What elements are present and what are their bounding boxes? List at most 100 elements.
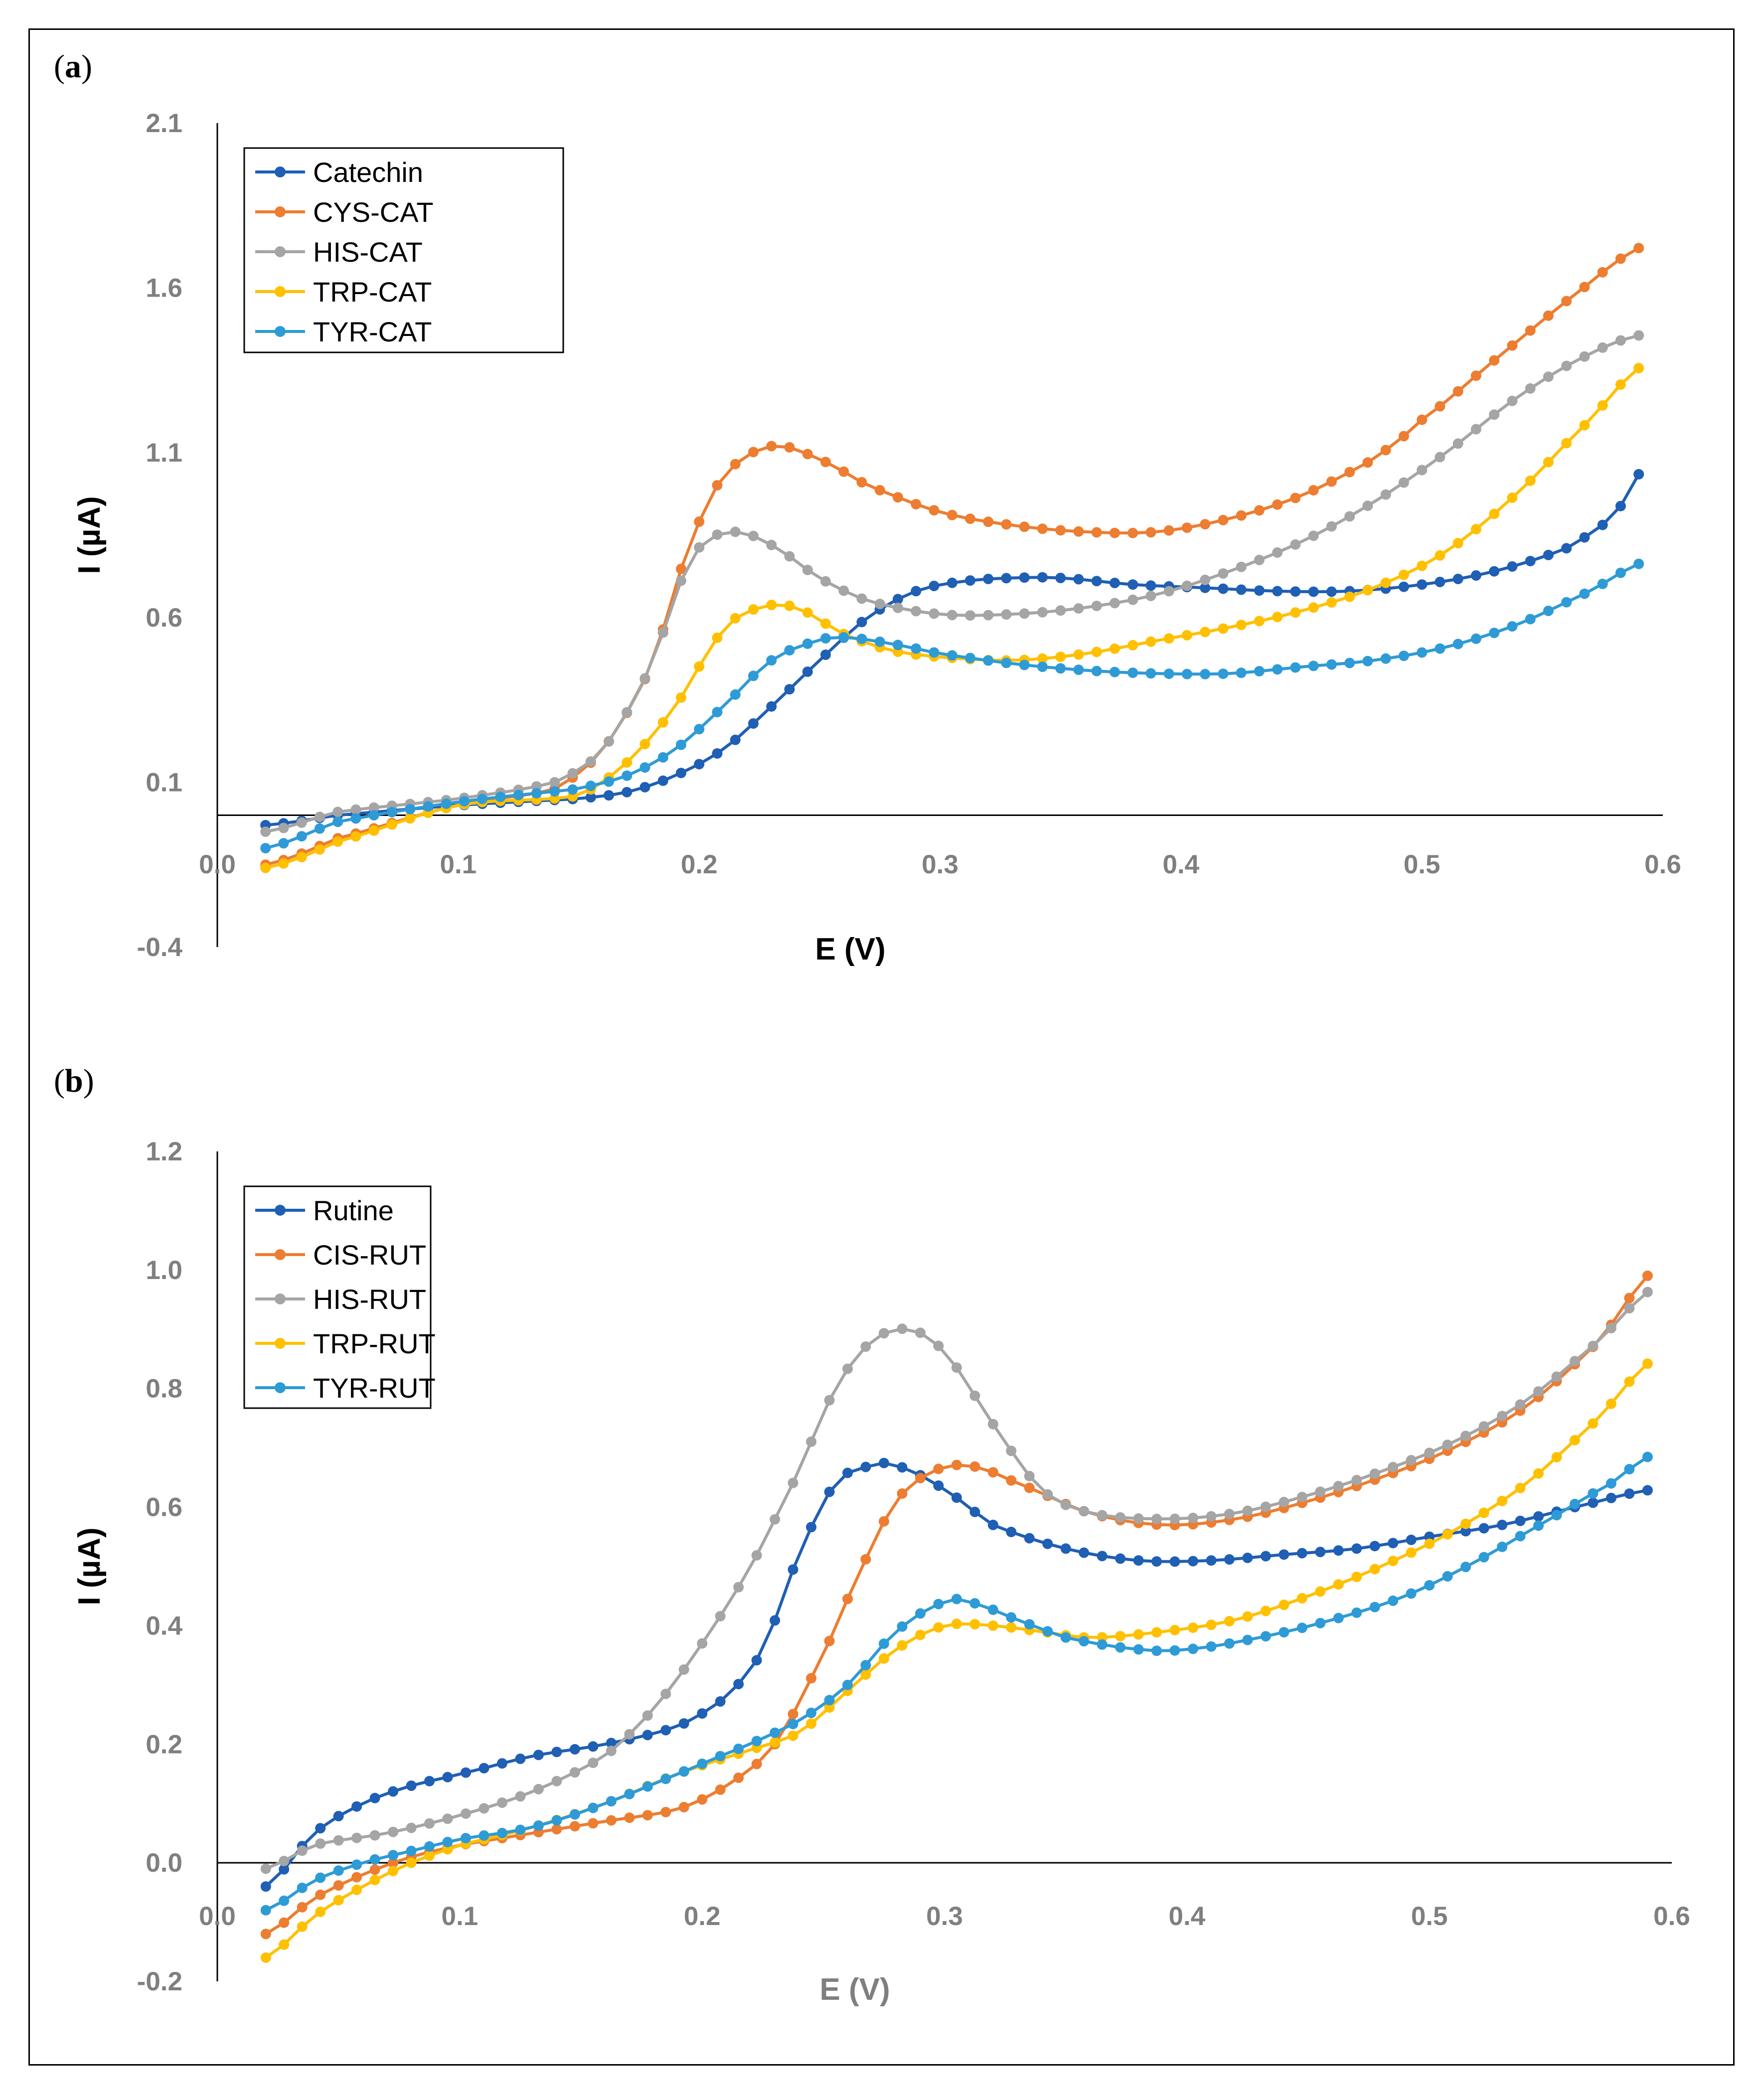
data-point [878,1516,889,1527]
data-point [1579,420,1590,431]
data-point [333,1865,344,1876]
data-point [1388,1461,1399,1472]
data-point [386,806,397,817]
data-point [1001,609,1012,620]
data-point [622,770,633,781]
data-point [1533,1520,1544,1531]
legend-label: CIS-RUT [313,1239,426,1271]
data-point [1369,1541,1380,1552]
data-point [1055,651,1066,662]
data-point [983,574,994,584]
data-point [1236,620,1247,631]
y-tick-label: 0.6 [146,1493,182,1522]
data-point [1055,525,1066,536]
data-point [424,1775,435,1786]
data-point [388,1826,399,1837]
data-point [1326,476,1337,487]
data-point [929,505,940,516]
data-point [1037,607,1048,618]
data-point [1109,527,1120,538]
series-TYR-RUT [260,1451,1653,1916]
data-point [1019,608,1030,619]
legend-marker [275,326,286,337]
data-point [1188,1643,1198,1654]
data-point [770,1615,781,1626]
data-point [766,701,777,712]
data-point [1326,521,1337,532]
data-point [784,551,795,562]
legend-item: Rutine [255,1195,394,1226]
data-point [1091,576,1102,587]
data-point [1006,1446,1017,1456]
data-point [983,655,994,666]
data-point [820,649,831,660]
data-point [715,1751,726,1762]
data-point [1024,1470,1035,1481]
data-point [951,1618,962,1629]
y-tick-label: -0.2 [137,1967,182,1996]
data-point [1326,659,1337,670]
data-point [369,1830,380,1841]
data-point [874,484,885,495]
legend: Catechin CYS-CAT HIS-CAT TRP-CAT TYR-CAT [243,147,564,353]
data-point [1561,543,1572,554]
y-tick-label: 1.6 [146,274,182,303]
data-point [606,1815,617,1826]
x-tick-label: 0.6 [1644,850,1681,879]
data-point [1417,560,1428,571]
data-point [479,1803,489,1814]
data-point [1296,1548,1307,1559]
y-tick-label: 2.1 [146,109,182,138]
data-point [1073,603,1084,614]
data-point [1169,1556,1180,1567]
data-point [715,1611,726,1621]
data-point [1224,1554,1235,1565]
y-tick-label: 1.0 [146,1256,182,1285]
data-point [569,1767,580,1778]
data-point [712,480,723,491]
data-point [1218,568,1229,579]
data-point [915,1472,926,1483]
data-point [1605,1398,1616,1409]
data-point [1388,1556,1399,1567]
data-point [1452,438,1463,449]
data-point [730,613,741,624]
data-point [678,1718,689,1729]
data-point [951,1459,962,1470]
data-point [856,593,867,604]
data-point [350,831,361,842]
data-point [892,640,903,650]
data-point [1624,1292,1635,1303]
data-point [1344,591,1355,602]
data-point [1515,1531,1526,1542]
data-point [531,788,542,799]
data-point [1570,1356,1580,1367]
data-point [533,1783,544,1794]
data-point [1406,1455,1417,1465]
data-point [915,1608,926,1619]
data-point [1489,508,1500,519]
data-point [1169,1645,1180,1656]
data-point [351,1801,362,1812]
data-point [730,459,741,470]
data-point [969,1506,980,1517]
data-point [1091,646,1102,657]
data-point [915,1629,926,1640]
data-point [296,851,307,862]
data-point [1037,523,1048,534]
data-point [1633,363,1644,373]
x-tick-label: 0.1 [441,1902,478,1931]
data-point [1042,1626,1053,1637]
data-point [1055,663,1066,674]
data-point [640,673,650,684]
data-point [929,581,940,591]
data-point [969,1598,980,1609]
data-point [424,1818,435,1829]
data-point [660,1688,671,1699]
data-point [824,1486,835,1497]
data-point [1315,1586,1326,1597]
data-point [1507,395,1518,406]
data-point [1151,1627,1162,1638]
data-point [1460,1562,1471,1572]
data-point [1489,355,1500,366]
